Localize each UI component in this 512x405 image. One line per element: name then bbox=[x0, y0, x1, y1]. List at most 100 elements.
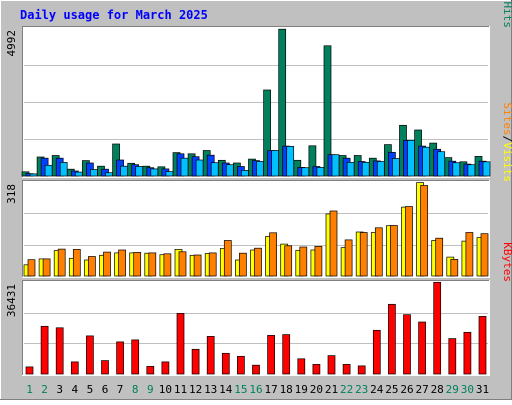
bar-sites-day-31 bbox=[480, 233, 489, 277]
day-label-9: 9 bbox=[147, 383, 154, 396]
bar-kbytes-day-14 bbox=[221, 352, 230, 375]
bar-sites-day-5 bbox=[88, 256, 96, 277]
bar-pages-day-24 bbox=[376, 161, 385, 177]
day-label-22: 22 bbox=[340, 383, 353, 396]
bar-sites-day-17 bbox=[269, 232, 277, 277]
bar-pages-day-28 bbox=[437, 151, 446, 177]
bar-pages-day-25 bbox=[392, 158, 400, 177]
bar-sites-day-16 bbox=[254, 247, 262, 277]
bar-pages-day-3 bbox=[59, 162, 68, 177]
day-label-12: 12 bbox=[189, 383, 202, 396]
bar-pages-day-18 bbox=[286, 146, 295, 177]
day-label-16: 16 bbox=[249, 383, 262, 396]
chart-title: Daily usage for March 2025 bbox=[20, 8, 208, 22]
bar-kbytes-day-16 bbox=[252, 364, 260, 375]
bar-kbytes-day-5 bbox=[86, 335, 94, 375]
bar-sites-day-6 bbox=[103, 251, 111, 277]
day-label-10: 10 bbox=[159, 383, 172, 396]
bar-sites-day-4 bbox=[72, 249, 81, 277]
legend-separator: / bbox=[501, 0, 512, 2]
day-label-30: 30 bbox=[461, 383, 474, 396]
day-label-28: 28 bbox=[431, 383, 444, 396]
bar-pages-day-8 bbox=[135, 166, 144, 177]
bar-kbytes-day-25 bbox=[388, 303, 396, 375]
bar-pages-day-9 bbox=[150, 168, 159, 177]
day-label-15: 15 bbox=[234, 383, 247, 396]
day-label-13: 13 bbox=[204, 383, 217, 396]
bar-kbytes-day-22 bbox=[342, 364, 351, 375]
legend-kbytes: KBytes bbox=[501, 242, 512, 282]
bar-sites-day-14 bbox=[223, 240, 232, 277]
bar-kbytes-day-7 bbox=[116, 341, 124, 375]
bar-sites-day-27 bbox=[420, 185, 428, 277]
bar-pages-day-23 bbox=[361, 162, 370, 177]
bar-kbytes-day-11 bbox=[176, 313, 185, 375]
bar-pages-day-4 bbox=[74, 171, 83, 177]
legend-label: Pages/Files/Hits bbox=[501, 0, 512, 28]
bar-sites-day-12 bbox=[193, 254, 202, 277]
bar-sites-day-22 bbox=[344, 239, 353, 277]
bar-kbytes-day-15 bbox=[237, 355, 245, 375]
bar-sites-day-24 bbox=[374, 227, 383, 277]
bar-pages-day-27 bbox=[422, 146, 430, 177]
day-label-26: 26 bbox=[400, 383, 413, 396]
yaxis-max-label: 318 bbox=[5, 184, 18, 204]
day-label-29: 29 bbox=[446, 383, 459, 396]
bar-pages-day-31 bbox=[482, 161, 491, 177]
legend-sites: Sites bbox=[501, 103, 512, 136]
bar-pages-day-1 bbox=[29, 173, 38, 177]
day-label-19: 19 bbox=[295, 383, 308, 396]
day-label-14: 14 bbox=[219, 383, 233, 396]
chart-panel-2: 318 Sites/Visits bbox=[5, 103, 512, 278]
legend-hits: Hits bbox=[501, 2, 512, 29]
panel-background bbox=[22, 280, 490, 376]
bar-sites-day-29 bbox=[450, 259, 459, 277]
bar-sites-day-25 bbox=[390, 225, 398, 277]
bar-kbytes-day-31 bbox=[478, 316, 487, 375]
day-label-27: 27 bbox=[415, 383, 428, 396]
bar-hits-day-20 bbox=[308, 145, 317, 177]
bar-pages-day-10 bbox=[165, 171, 174, 177]
bar-kbytes-day-2 bbox=[40, 325, 49, 375]
bar-kbytes-day-13 bbox=[206, 336, 215, 375]
day-label-25: 25 bbox=[385, 383, 398, 396]
day-label-11: 11 bbox=[174, 383, 187, 396]
bar-kbytes-day-19 bbox=[297, 358, 306, 375]
bar-kbytes-day-6 bbox=[101, 360, 109, 375]
bar-sites-day-23 bbox=[359, 232, 368, 277]
bar-pages-day-13 bbox=[210, 162, 219, 177]
day-label-6: 6 bbox=[102, 383, 109, 396]
day-label-21: 21 bbox=[325, 383, 338, 396]
bar-pages-day-7 bbox=[120, 165, 128, 177]
bar-kbytes-day-3 bbox=[55, 327, 64, 375]
bar-pages-day-29 bbox=[452, 162, 461, 177]
bar-pages-day-14 bbox=[225, 164, 234, 177]
bar-kbytes-day-18 bbox=[282, 334, 291, 375]
bar-kbytes-day-17 bbox=[267, 335, 275, 375]
day-label-20: 20 bbox=[310, 383, 323, 396]
bar-kbytes-day-4 bbox=[70, 361, 79, 375]
day-label-8: 8 bbox=[132, 383, 139, 396]
legend-label: KBytes bbox=[501, 242, 512, 282]
bar-kbytes-day-26 bbox=[403, 314, 411, 375]
bar-sites-day-9 bbox=[148, 252, 157, 277]
bar-kbytes-day-27 bbox=[418, 321, 426, 375]
bar-kbytes-day-20 bbox=[312, 364, 321, 375]
bar-sites-day-7 bbox=[118, 249, 126, 277]
bar-kbytes-day-9 bbox=[146, 366, 155, 375]
bar-sites-day-3 bbox=[57, 248, 66, 277]
bar-pages-day-12 bbox=[195, 159, 204, 177]
bar-sites-day-30 bbox=[465, 232, 474, 277]
bar-kbytes-day-24 bbox=[372, 329, 381, 375]
bar-sites-day-8 bbox=[133, 252, 142, 277]
day-label-17: 17 bbox=[264, 383, 277, 396]
bar-pages-day-19 bbox=[301, 167, 310, 177]
yaxis-max-label: 36431 bbox=[5, 284, 18, 317]
bar-pages-day-2 bbox=[44, 164, 53, 177]
bar-kbytes-day-29 bbox=[448, 338, 457, 375]
bar-pages-day-11 bbox=[180, 157, 189, 177]
bar-pages-day-17 bbox=[271, 150, 279, 177]
legend-separator: / bbox=[501, 136, 512, 143]
bar-pages-day-6 bbox=[105, 172, 113, 177]
